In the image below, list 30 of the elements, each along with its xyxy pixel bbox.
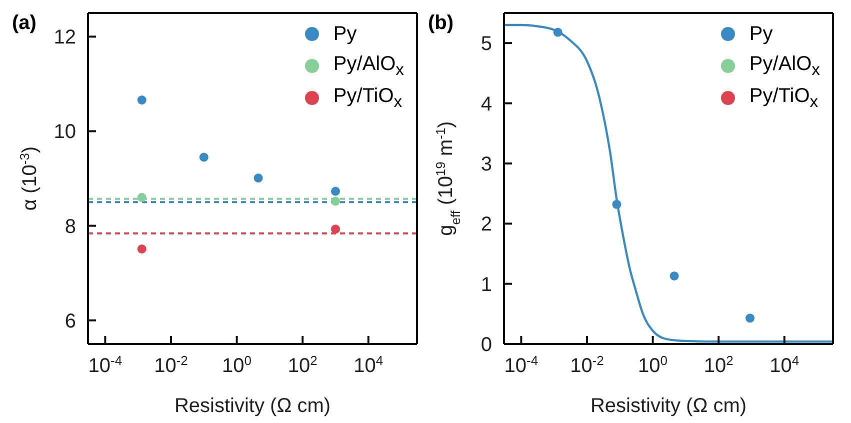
legend-label: Py xyxy=(749,22,773,46)
x-tick-label: 10$^{0}$ xyxy=(222,352,252,377)
y-tick-label: 12 xyxy=(54,26,76,49)
y-tick-label: 4 xyxy=(480,93,492,116)
y-tick-label: 5 xyxy=(480,33,492,56)
y-tick-label: 1 xyxy=(480,274,492,296)
x-tick-label: 10$^{-4}$ xyxy=(504,352,538,377)
y-tick-label: 3 xyxy=(480,153,492,176)
y-tick-label: 2 xyxy=(480,214,492,236)
legend-label: Py/TiO$_{x}$ xyxy=(333,84,402,112)
x-tick-label: 10$^{4}$ xyxy=(770,352,800,377)
y-tick-label: 6 xyxy=(64,310,76,332)
legend-label: Py xyxy=(333,22,357,46)
y-tick-label: 0 xyxy=(480,334,492,356)
x-tick-label: 10$^{2}$ xyxy=(288,352,318,377)
y-tick-label: 8 xyxy=(64,216,76,238)
x-tick-label: 10$^{0}$ xyxy=(638,352,668,377)
legend-label: Py/AlO$_{x}$ xyxy=(333,52,404,80)
x-axis-title: Resistivity (Ω cm) xyxy=(590,395,747,417)
x-tick-label: 10$^{-2}$ xyxy=(154,352,188,377)
y-tick-label: 10 xyxy=(54,121,76,144)
text: (b) xyxy=(428,12,454,35)
x-tick-label: 10$^{2}$ xyxy=(704,352,734,377)
legend-label: Py/TiO$_{x}$ xyxy=(749,84,818,112)
x-tick-label: 10$^{4}$ xyxy=(354,352,384,377)
x-tick-label: 10$^{-2}$ xyxy=(570,352,604,377)
legend-label: Py/AlO$_{x}$ xyxy=(749,52,820,80)
x-tick-label: 10$^{-4}$ xyxy=(88,352,122,377)
x-axis-title: Resistivity (Ω cm) xyxy=(174,395,331,417)
text: (a) xyxy=(12,12,36,35)
